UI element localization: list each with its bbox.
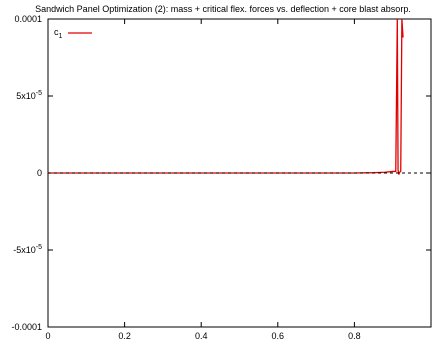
x-tick-label: 0.4 bbox=[195, 331, 208, 341]
plot-area: 0 0.2 0.4 0.6 0.80.00015x10-50-5x10-5-0.0001… bbox=[11, 14, 432, 341]
y-tick-label-exponent: -5 bbox=[36, 90, 42, 97]
series-line-c1 bbox=[48, 18, 404, 175]
legend: c1 bbox=[54, 27, 92, 40]
y-tick-label: 0.0001 bbox=[14, 14, 42, 24]
y-tick-label-base: -0.0001 bbox=[11, 322, 42, 332]
legend-label-base: c bbox=[54, 27, 59, 37]
x-tick-label: 0.6 bbox=[272, 331, 285, 341]
y-tick-label: 0 bbox=[37, 168, 42, 178]
y-tick-label-base: -5x10 bbox=[13, 245, 36, 255]
y-tick-label-exponent: -5 bbox=[36, 244, 42, 251]
y-tick-label-base: 0 bbox=[37, 168, 42, 178]
y-tick-label: -0.0001 bbox=[11, 322, 42, 332]
x-tick-label: 0 bbox=[45, 331, 50, 341]
y-tick-label-base: 0.0001 bbox=[14, 14, 42, 24]
y-tick-label: -5x10-5 bbox=[13, 244, 42, 255]
y-tick-label-base: 5x10 bbox=[16, 91, 36, 101]
x-tick-label: 0.2 bbox=[118, 331, 131, 341]
x-tick-label: 0.8 bbox=[348, 331, 361, 341]
chart-title: Sandwich Panel Optimization (2): mass + … bbox=[35, 4, 411, 14]
legend-label: c1 bbox=[54, 27, 63, 40]
y-tick-label: 5x10-5 bbox=[16, 90, 42, 101]
legend-label-subscript: 1 bbox=[59, 33, 63, 40]
